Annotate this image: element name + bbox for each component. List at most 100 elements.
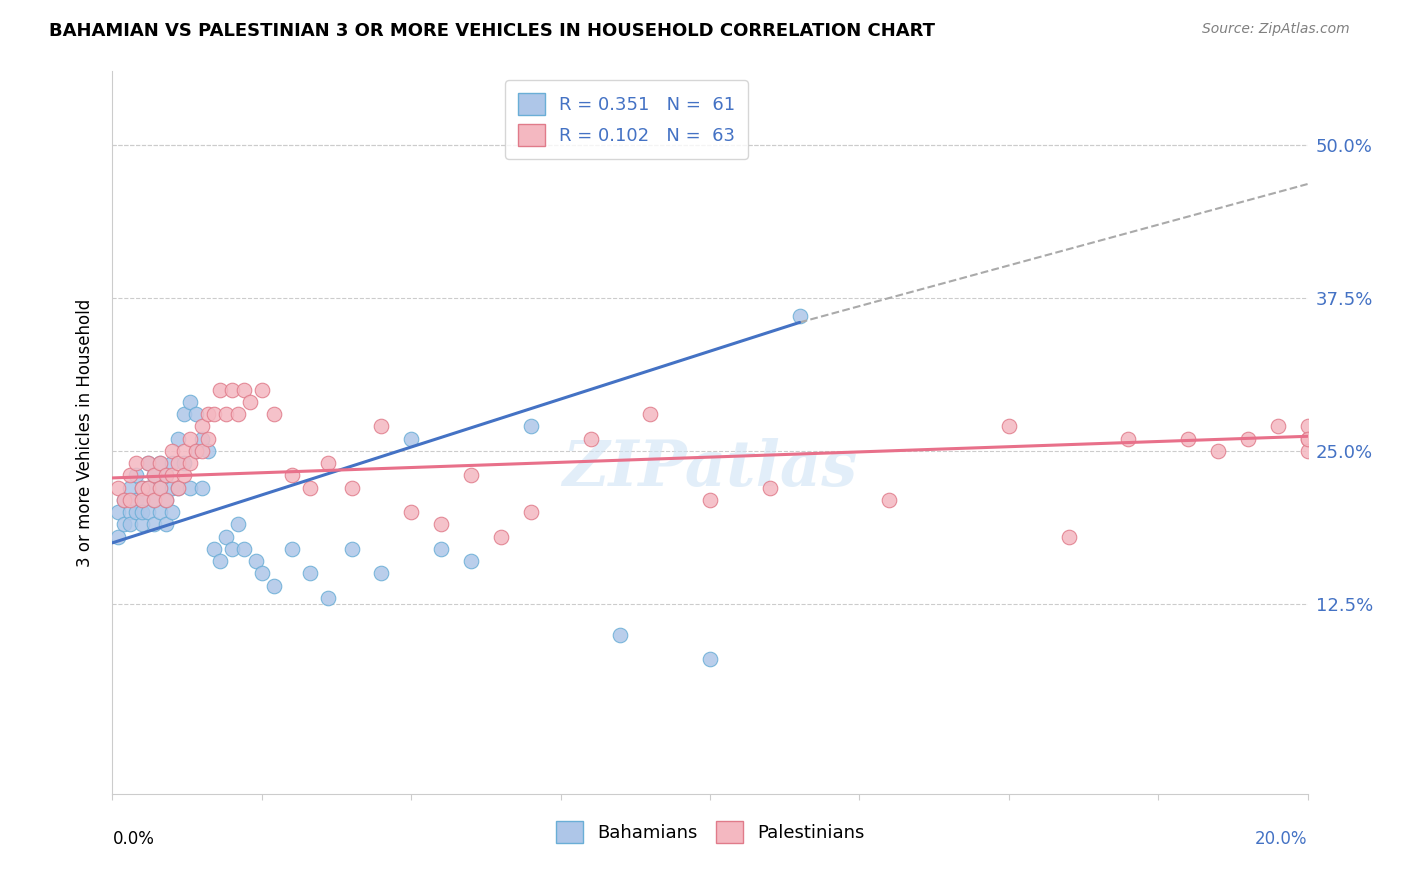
Point (120, 517, 142, 532)
Point (191, 481, 214, 495)
Point (191, 419, 214, 434)
Point (107, 505, 129, 519)
Point (699, 652, 721, 666)
Point (186, 444, 208, 458)
Point (250, 383, 273, 397)
Point (131, 481, 153, 495)
Point (167, 481, 190, 495)
Point (143, 493, 166, 508)
Point (430, 517, 453, 532)
Point (233, 541, 256, 556)
Point (149, 456, 172, 470)
Point (143, 517, 166, 532)
Point (1296, 432, 1319, 446)
Point (179, 456, 201, 470)
Point (759, 481, 782, 495)
Point (120, 505, 142, 519)
Point (209, 554, 232, 568)
Point (609, 628, 631, 642)
Point (1296, 444, 1319, 458)
Point (998, 419, 1021, 434)
Point (1206, 444, 1229, 458)
Point (239, 395, 262, 409)
Point (215, 407, 238, 421)
Point (1296, 432, 1319, 446)
Point (131, 481, 153, 495)
Point (370, 566, 392, 581)
Point (233, 383, 256, 397)
Point (173, 456, 195, 470)
Point (226, 407, 249, 421)
Point (155, 493, 177, 508)
Point (197, 444, 219, 458)
Point (430, 541, 453, 556)
Point (149, 505, 172, 519)
Point (107, 530, 129, 544)
Text: 0.0%: 0.0% (112, 830, 155, 848)
Text: Source: ZipAtlas.com: Source: ZipAtlas.com (1202, 22, 1350, 37)
Point (155, 493, 177, 508)
Point (131, 505, 153, 519)
Point (245, 554, 267, 568)
Point (143, 493, 166, 508)
Point (120, 493, 142, 508)
Point (1057, 530, 1080, 544)
Point (138, 456, 160, 470)
Point (215, 530, 238, 544)
Point (131, 493, 153, 508)
Point (138, 481, 160, 495)
Point (370, 419, 392, 434)
Point (489, 530, 512, 544)
Point (125, 468, 148, 483)
Point (114, 493, 135, 508)
Point (579, 432, 602, 446)
Point (167, 456, 190, 470)
Point (1237, 432, 1260, 446)
Point (197, 432, 219, 446)
Point (179, 481, 201, 495)
Point (263, 407, 285, 421)
Point (1177, 432, 1199, 446)
Point (263, 579, 285, 593)
Point (186, 444, 208, 458)
Point (460, 554, 482, 568)
Point (186, 407, 208, 421)
Point (120, 468, 142, 483)
Point (173, 407, 195, 421)
Point (520, 505, 543, 519)
Point (125, 456, 148, 470)
Legend: Bahamians, Palestinians: Bahamians, Palestinians (548, 814, 872, 850)
Point (138, 505, 160, 519)
Point (191, 432, 214, 446)
Point (221, 541, 243, 556)
Point (143, 468, 166, 483)
Point (1267, 419, 1289, 434)
Point (162, 468, 183, 483)
Point (202, 541, 225, 556)
Point (120, 481, 142, 495)
Point (209, 383, 232, 397)
Point (401, 505, 423, 519)
Point (1118, 432, 1140, 446)
Point (138, 481, 160, 495)
Point (114, 493, 135, 508)
Point (316, 456, 339, 470)
Point (162, 456, 183, 470)
Point (162, 444, 183, 458)
Point (162, 481, 183, 495)
Point (125, 493, 148, 508)
Point (114, 517, 135, 532)
Point (162, 505, 183, 519)
Point (879, 493, 901, 508)
Point (149, 456, 172, 470)
Point (131, 493, 153, 508)
Point (155, 468, 177, 483)
Point (226, 517, 249, 532)
Point (125, 505, 148, 519)
Point (298, 566, 321, 581)
Point (138, 456, 160, 470)
Point (340, 541, 363, 556)
Point (149, 481, 172, 495)
Point (1296, 419, 1319, 434)
Point (221, 383, 243, 397)
